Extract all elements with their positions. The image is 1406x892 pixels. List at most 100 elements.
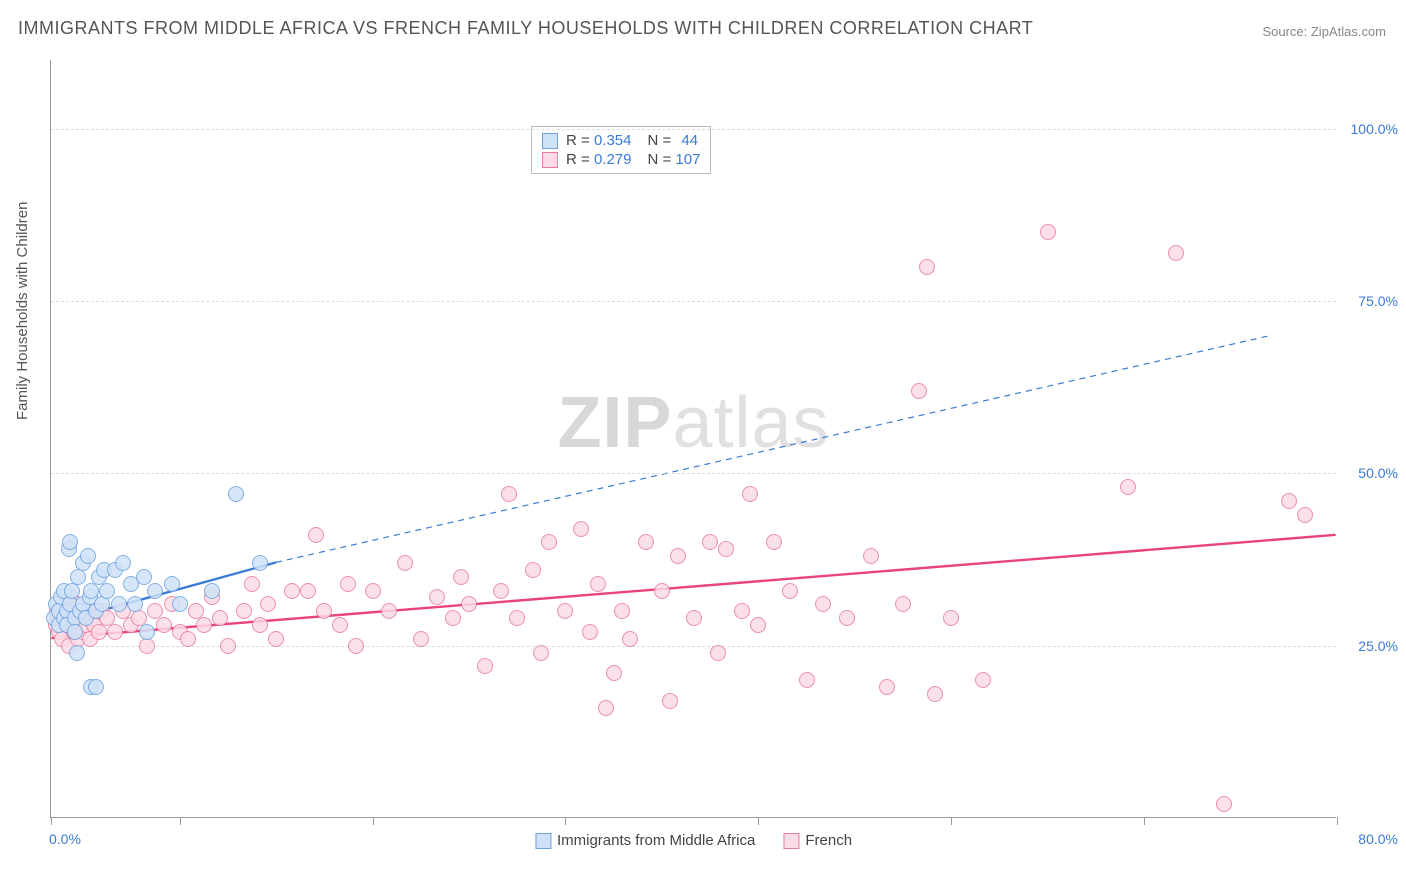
x-axis-min-label: 0.0% [49, 831, 81, 847]
data-point [734, 603, 750, 619]
data-point [573, 521, 589, 537]
data-point [115, 555, 131, 571]
data-point [260, 596, 276, 612]
x-tick [951, 817, 952, 825]
series-legend-item: Immigrants from Middle Africa [535, 832, 755, 849]
data-point [445, 610, 461, 626]
data-point [622, 631, 638, 647]
data-point [70, 569, 86, 585]
data-point [308, 527, 324, 543]
source-attribution: Source: ZipAtlas.com [1262, 24, 1386, 39]
data-point [300, 583, 316, 599]
data-point [919, 259, 935, 275]
data-point [493, 583, 509, 599]
data-point [340, 576, 356, 592]
data-point [107, 624, 123, 640]
data-point [91, 624, 107, 640]
data-point [252, 555, 268, 571]
n-stat: N = 44 [647, 132, 698, 149]
data-point [911, 383, 927, 399]
data-point [461, 596, 477, 612]
data-point [139, 624, 155, 640]
series-legend-label: Immigrants from Middle Africa [557, 832, 755, 849]
y-tick-label: 75.0% [1343, 293, 1398, 309]
data-point [710, 645, 726, 661]
data-point [64, 583, 80, 599]
data-point [975, 672, 991, 688]
data-point [172, 596, 188, 612]
data-point [88, 679, 104, 695]
data-point [557, 603, 573, 619]
data-point [590, 576, 606, 592]
series-legend-item: French [783, 832, 852, 849]
data-point [509, 610, 525, 626]
x-tick [1337, 817, 1338, 825]
series-legend: Immigrants from Middle Africa French [535, 832, 852, 849]
x-tick [51, 817, 52, 825]
data-point [147, 583, 163, 599]
x-axis-max-label: 80.0% [1358, 831, 1398, 847]
data-point [799, 672, 815, 688]
data-point [654, 583, 670, 599]
legend-swatch-blue [542, 133, 558, 149]
y-tick-label: 100.0% [1343, 121, 1398, 137]
gridline [51, 129, 1336, 130]
data-point [99, 583, 115, 599]
data-point [863, 548, 879, 564]
data-point [606, 665, 622, 681]
y-tick-label: 50.0% [1343, 465, 1398, 481]
data-point [815, 596, 831, 612]
data-point [80, 548, 96, 564]
data-point [111, 596, 127, 612]
legend-swatch-pink [783, 833, 799, 849]
gridline [51, 646, 1336, 647]
data-point [782, 583, 798, 599]
data-point [1168, 245, 1184, 261]
data-point [742, 486, 758, 502]
data-point [69, 645, 85, 661]
data-point [582, 624, 598, 640]
data-point [136, 569, 152, 585]
scatter-plot-area: ZIPatlas R = 0.354 N = 44 R = 0.279 N = … [50, 60, 1336, 818]
data-point [614, 603, 630, 619]
data-point [252, 617, 268, 633]
stats-legend-row: R = 0.354 N = 44 [542, 131, 700, 150]
x-tick [758, 817, 759, 825]
data-point [244, 576, 260, 592]
data-point [1281, 493, 1297, 509]
y-axis-label: Family Households with Children [14, 202, 31, 420]
data-point [839, 610, 855, 626]
data-point [1040, 224, 1056, 240]
data-point [1297, 507, 1313, 523]
data-point [67, 624, 83, 640]
data-point [316, 603, 332, 619]
data-point [83, 583, 99, 599]
data-point [348, 638, 364, 654]
data-point [156, 617, 172, 633]
data-point [1120, 479, 1136, 495]
data-point [766, 534, 782, 550]
data-point [477, 658, 493, 674]
data-point [895, 596, 911, 612]
data-point [204, 583, 220, 599]
data-point [236, 603, 252, 619]
x-tick [565, 817, 566, 825]
data-point [501, 486, 517, 502]
x-tick [180, 817, 181, 825]
watermark-bold: ZIP [557, 383, 672, 463]
gridline [51, 301, 1336, 302]
legend-swatch-pink [542, 152, 558, 168]
data-point [598, 700, 614, 716]
data-point [702, 534, 718, 550]
data-point [397, 555, 413, 571]
data-point [164, 576, 180, 592]
data-point [943, 610, 959, 626]
data-point [429, 589, 445, 605]
data-point [718, 541, 734, 557]
n-stat: N = 107 [647, 151, 700, 168]
data-point [413, 631, 429, 647]
data-point [750, 617, 766, 633]
data-point [879, 679, 895, 695]
stats-legend-row: R = 0.279 N = 107 [542, 150, 700, 169]
data-point [541, 534, 557, 550]
